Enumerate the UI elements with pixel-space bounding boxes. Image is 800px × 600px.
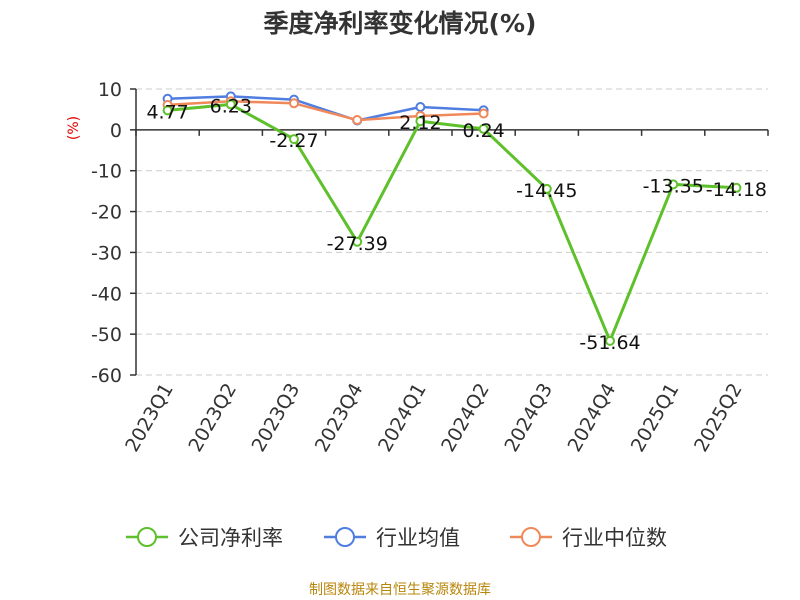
data-label: 6.23 [210, 95, 252, 117]
x-tick-label: 2024Q1 [374, 380, 431, 456]
legend-label: 公司净利率 [178, 526, 283, 550]
y-tick-label: -50 [91, 324, 122, 346]
x-tick-label: 2024Q2 [437, 379, 494, 455]
legend-label: 行业中位数 [562, 526, 667, 550]
x-tick-label: 2024Q3 [500, 380, 557, 456]
series-lines [162, 91, 742, 346]
x-tick-label: 2023Q4 [311, 380, 368, 456]
x-tick-label: 2023Q2 [184, 380, 241, 456]
legend-item[interactable]: 行业均值 [324, 526, 460, 550]
data-point [352, 236, 363, 247]
legend-label: 行业均值 [376, 526, 460, 550]
legend-item[interactable]: 行业中位数 [510, 526, 667, 550]
series-line [167, 102, 737, 343]
x-tick-label: 2025Q1 [627, 380, 684, 456]
grid-lines [136, 88, 768, 376]
data-point [731, 182, 742, 193]
y-tick-label: -20 [91, 202, 122, 224]
x-tick-label: 2024Q4 [564, 380, 621, 456]
data-point [415, 116, 426, 127]
legend-marker [521, 527, 541, 547]
data-label: 4.77 [146, 101, 188, 123]
legend-marker [335, 527, 355, 547]
y-tick-label: -60 [91, 365, 122, 387]
data-point [289, 98, 299, 109]
data-point [605, 335, 615, 346]
data-point [668, 179, 679, 190]
data-label: -14.45 [516, 180, 577, 202]
data-label: 0.24 [462, 120, 504, 142]
data-label: -14.18 [706, 179, 767, 201]
y-tick-label: -40 [91, 283, 122, 305]
data-point [478, 123, 489, 134]
data-label: -51.64 [579, 332, 640, 354]
legend-marker [137, 527, 157, 547]
data-point [225, 99, 236, 110]
data-point [541, 183, 552, 194]
axes [130, 88, 769, 376]
data-labels: 4.77 6.23 -2.27 -27.39 2.12 0.24 -14.45 -51.64 -… [146, 95, 767, 353]
data-point [415, 101, 426, 112]
x-tick-labels: 2023Q1 2023Q2 2023Q3 2023Q4 2024Q1 2024Q2 2024… [121, 379, 747, 455]
data-point [162, 105, 173, 116]
x-tick-label: 2023Q3 [248, 380, 305, 456]
data-point [478, 108, 489, 119]
legend-item[interactable]: 公司净利率 [126, 526, 283, 550]
data-label: -2.27 [269, 130, 318, 152]
x-tick-label: 2023Q1 [121, 380, 178, 456]
data-label: -27.39 [327, 233, 388, 255]
series-0 [162, 99, 742, 346]
chart-title: 季度净利率变化情况(%) [264, 9, 537, 38]
y-tick-label: -10 [91, 161, 122, 183]
y-tick-label: 10 [98, 79, 122, 101]
y-tick-labels: 10 0 -10 -20 -30 -40 -50 -60 [91, 79, 122, 387]
x-tick-label: 2025Q2 [690, 380, 747, 456]
y-axis-unit: (%) [66, 116, 82, 140]
data-label: 2.12 [399, 112, 441, 134]
y-tick-label: -30 [91, 242, 122, 264]
legend[interactable]: 公司净利率 行业均值 行业中位数 [126, 526, 667, 550]
data-point [352, 115, 363, 126]
series-line [167, 100, 484, 122]
y-tick-label: 0 [110, 120, 122, 142]
data-label: -13.35 [643, 175, 704, 197]
series-line [167, 95, 484, 122]
data-point [289, 134, 299, 145]
source-note: 制图数据来自恒生聚源数据库 [309, 582, 491, 598]
